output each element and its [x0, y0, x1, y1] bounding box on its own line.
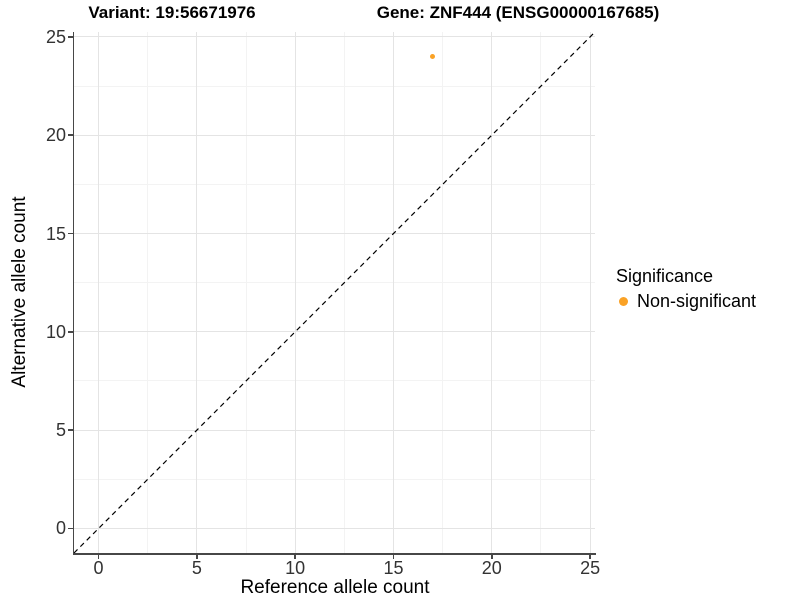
gridline-major-horizontal — [74, 233, 595, 235]
x-tick-mark — [392, 554, 395, 559]
x-tick-mark — [491, 554, 493, 559]
gridline-minor-horizontal — [74, 85, 595, 87]
gridline-major-horizontal — [74, 36, 595, 38]
x-axis-line — [72, 553, 596, 555]
legend-entry-label: Non-significant — [637, 290, 757, 311]
x-tick-mark — [294, 554, 296, 559]
x-tick-label: 5 — [191, 558, 202, 578]
legend-entry: Non-significant — [619, 290, 756, 312]
x-tick-mark — [196, 554, 198, 559]
x-tick-label: 15 — [383, 558, 404, 578]
y-tick-label: 10 — [45, 321, 66, 342]
x-tick-label: 25 — [580, 558, 601, 578]
plot-panel — [73, 31, 596, 554]
y-tick-mark — [67, 232, 73, 235]
gridline-major-horizontal — [74, 134, 595, 136]
legend-title: Significance — [616, 266, 714, 286]
identity-line-svg — [73, 31, 596, 554]
y-tick-label: 20 — [45, 125, 66, 146]
gridline-major-vertical — [294, 32, 296, 553]
gridline-major-vertical — [98, 32, 100, 553]
gridline-major-vertical — [392, 32, 394, 553]
gridline-minor-vertical — [442, 32, 444, 553]
y-tick-label: 15 — [45, 223, 66, 244]
x-tick-mark — [589, 554, 591, 559]
gridline-major-vertical — [589, 32, 591, 553]
gridline-minor-horizontal — [74, 478, 595, 480]
gridline-major-vertical — [196, 32, 198, 553]
x-axis-title: Reference allele count — [240, 577, 430, 598]
gridline-minor-vertical — [147, 32, 149, 553]
gridline-minor-vertical — [540, 32, 542, 553]
legend-point-icon — [619, 296, 628, 306]
y-tick-mark — [67, 527, 73, 530]
y-tick-mark — [67, 429, 73, 431]
gridline-major-horizontal — [74, 331, 595, 333]
gridline-minor-vertical — [343, 32, 345, 553]
y-axis-line — [72, 32, 74, 555]
gridline-minor-horizontal — [74, 282, 595, 284]
y-tick-mark — [67, 331, 73, 333]
gridline-minor-horizontal — [74, 380, 595, 382]
y-tick-label: 0 — [55, 518, 66, 539]
gridline-minor-vertical — [245, 32, 247, 553]
gridline-minor-horizontal — [74, 183, 595, 185]
data-point — [430, 54, 436, 60]
x-tick-label: 0 — [93, 558, 104, 578]
y-tick-mark — [67, 36, 73, 38]
gridline-major-horizontal — [74, 429, 595, 431]
identity-dashed-line — [73, 31, 596, 554]
y-tick-label: 5 — [55, 420, 66, 441]
gridline-major-horizontal — [74, 527, 595, 529]
x-tick-label: 20 — [481, 558, 502, 578]
gridline-major-vertical — [491, 32, 493, 553]
y-tick-mark — [67, 134, 73, 136]
x-tick-mark — [97, 554, 100, 559]
y-tick-label: 25 — [45, 26, 66, 47]
legend: Significance Non-significant — [616, 265, 756, 312]
plot-title-variant: Variant: 19:56671976 — [88, 3, 256, 22]
x-tick-label: 10 — [285, 558, 306, 578]
plot-title-gene: Gene: ZNF444 (ENSG00000167685) — [376, 3, 660, 22]
